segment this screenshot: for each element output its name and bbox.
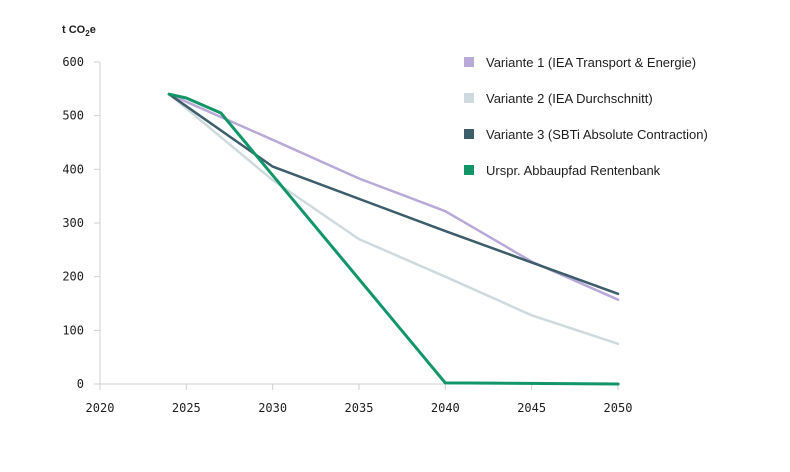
legend-label: Variante 3 (SBTi Absolute Contraction) — [486, 127, 708, 142]
y-tick-label: 400 — [62, 162, 84, 176]
y-tick-label: 200 — [62, 270, 84, 284]
legend-swatch — [464, 93, 474, 103]
legend-label: Urspr. Abbaupfad Rentenbank — [486, 163, 661, 178]
x-tick-label: 2045 — [517, 401, 546, 415]
legend: Variante 1 (IEA Transport & Energie) Vari… — [464, 55, 708, 178]
x-tick-label: 2025 — [172, 401, 201, 415]
axes: 0 100 200 300 400 500 600 2020 2025 2030 2035 2040 2… — [62, 55, 632, 415]
y-tick-label: 0 — [77, 377, 84, 391]
x-tick-label: 2035 — [345, 401, 374, 415]
x-tick-label: 2050 — [604, 401, 633, 415]
legend-label: Variante 1 (IEA Transport & Energie) — [486, 55, 696, 70]
legend-swatch — [464, 129, 474, 139]
x-tick-label: 2020 — [86, 401, 115, 415]
x-tick-label: 2030 — [258, 401, 287, 415]
x-tick-label: 2040 — [431, 401, 460, 415]
y-tick-label: 100 — [62, 323, 84, 337]
y-tick-label: 600 — [62, 55, 84, 69]
legend-swatch — [464, 57, 474, 67]
legend-label: Variante 2 (IEA Durchschnitt) — [486, 91, 653, 106]
y-axis-unit-label: t CO2e — [62, 24, 96, 38]
legend-swatch — [464, 165, 474, 175]
series-layer — [167, 92, 620, 386]
y-tick-label: 300 — [62, 216, 84, 230]
y-tick-label: 500 — [62, 109, 84, 123]
series-line-1 — [167, 92, 620, 346]
series-line-4 — [167, 92, 620, 386]
series-line-3 — [167, 92, 620, 296]
